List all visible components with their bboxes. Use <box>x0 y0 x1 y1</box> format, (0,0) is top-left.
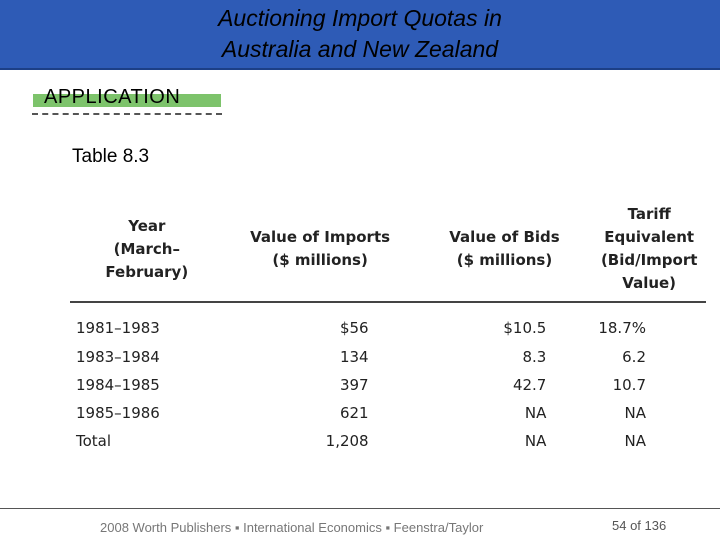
cell-imports: $56 <box>339 319 369 337</box>
cell-imports: 134 <box>339 348 369 366</box>
table-row: 1983–1984 134 8.3 6.2 <box>70 343 706 371</box>
section-tag-highlight <box>33 94 221 107</box>
table-caption: Table 8.3 <box>72 146 150 167</box>
column-header-year: Year (March–February) <box>70 201 224 303</box>
column-header-tariff: Tariff Equivalent (Bid/Import Value) <box>592 201 706 303</box>
cell-year: 1984–1985 <box>76 376 160 394</box>
footer-credit: 2008 Worth Publishers ▪ International Ec… <box>100 520 484 535</box>
cell-tariff: NA <box>624 432 646 450</box>
cell-tariff: 6.2 <box>622 348 646 366</box>
table-row: Total 1,208 NA NA <box>70 427 706 455</box>
cell-imports: 1,208 <box>325 432 369 450</box>
cell-imports: 397 <box>339 376 369 394</box>
cell-bids: 42.7 <box>512 376 547 394</box>
cell-year: 1981–1983 <box>76 319 160 337</box>
column-header-imports: Value of Imports ($ millions) <box>223 201 417 303</box>
table-row: 1981–1983 $56 $10.5 18.7% <box>70 302 706 343</box>
data-table: Year (March–February) Value of Imports (… <box>70 201 706 455</box>
cell-year: Total <box>76 432 112 450</box>
table-row: 1984–1985 397 42.7 10.7 <box>70 371 706 399</box>
table-header-row: Year (March–February) Value of Imports (… <box>70 201 706 303</box>
page-number: 54 of 136 <box>612 518 667 533</box>
section-divider <box>32 113 222 115</box>
cell-year: 1985–1986 <box>76 404 160 422</box>
footer-divider <box>0 508 720 509</box>
column-header-bids: Value of Bids ($ millions) <box>416 201 593 303</box>
title-bar: Auctioning Import Quotas in Australia an… <box>0 0 720 70</box>
cell-tariff: 10.7 <box>612 376 646 394</box>
cell-year: 1983–1984 <box>76 348 160 366</box>
cell-bids: $10.5 <box>503 319 547 337</box>
cell-bids: NA <box>524 432 547 450</box>
cell-tariff: 18.7% <box>598 319 646 337</box>
cell-bids: NA <box>524 404 547 422</box>
section-label: APPLICATION <box>44 86 181 108</box>
cell-bids: 8.3 <box>522 348 547 366</box>
cell-imports: 621 <box>339 404 369 422</box>
slide-title: Auctioning Import Quotas in Australia an… <box>218 5 502 62</box>
cell-tariff: NA <box>624 404 646 422</box>
table-row: 1985–1986 621 NA NA <box>70 399 706 427</box>
